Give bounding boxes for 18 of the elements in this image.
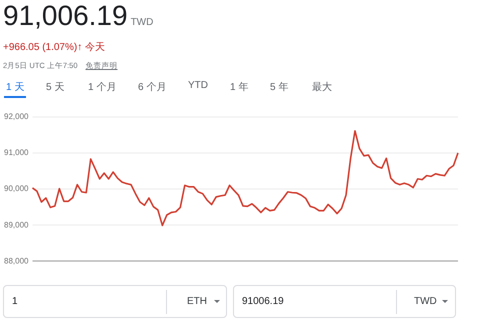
- text: 6 个月: [138, 81, 166, 94]
- text: TWD: [130, 17, 154, 28]
- y-tick-label: 90,000: [4, 184, 30, 194]
- amount-field: 1 ETH: [3, 285, 227, 318]
- y-tick-label: 91,000: [4, 148, 30, 158]
- text: 1 个月: [88, 81, 116, 94]
- text: 1 年: [230, 81, 248, 94]
- text: 1 天: [6, 81, 24, 94]
- text: YTD: [188, 80, 208, 91]
- text: 最大: [312, 80, 332, 94]
- y-tick-label: 89,000: [4, 220, 30, 230]
- chart-subtitle: +966.05 (1.07%)↑ 今天: [3, 41, 105, 54]
- y-tick-label: 88,000: [4, 256, 30, 266]
- result-field: 91006.19 TWD: [233, 285, 456, 318]
- chart-title: 91,006.19: [3, 0, 128, 31]
- y-tick-label: 92,000: [4, 112, 30, 122]
- text: 5 天: [46, 81, 64, 94]
- text: 5 年: [270, 81, 288, 94]
